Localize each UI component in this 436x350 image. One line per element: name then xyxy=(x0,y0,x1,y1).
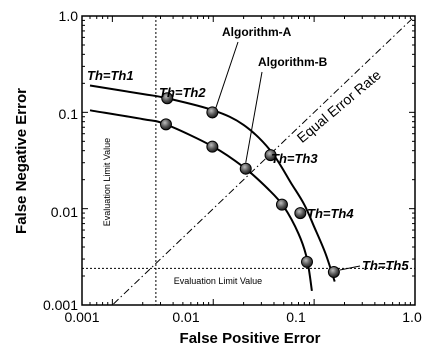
y-tick-label: 0.01 xyxy=(51,204,78,220)
plot-frame xyxy=(81,15,416,306)
marker-algorithm-a-5 xyxy=(327,266,340,279)
marker-algorithm-a-1 xyxy=(161,92,174,105)
threshold-label-th2: Th=Th2 xyxy=(159,85,206,100)
threshold-label-th3: Th=Th3 xyxy=(271,151,318,166)
marker-algorithm-a-3 xyxy=(264,149,277,162)
y-tick-label: 1.0 xyxy=(59,8,79,24)
algorithm-b-label: Algorithm-B xyxy=(258,55,328,69)
x-tick-label: 0.01 xyxy=(172,309,199,325)
threshold-label-th4: Th=Th4 xyxy=(307,206,354,221)
marker-algorithm-b-2 xyxy=(206,140,219,153)
marker-algorithm-b-1 xyxy=(159,118,172,131)
evaluation-limit-horizontal-label: Evaluation Limit Value xyxy=(174,276,262,286)
threshold-label-th1: Th=Th1 xyxy=(87,68,134,83)
algorithm-a-pointer xyxy=(211,41,239,119)
algorithm-a-label: Algorithm-A xyxy=(222,25,292,39)
y-tick-label: 0.1 xyxy=(59,106,79,122)
x-tick-label: 0.1 xyxy=(286,309,306,325)
series-algorithm-b-curve xyxy=(89,109,313,292)
marker-algorithm-b-3 xyxy=(239,162,252,175)
marker-algorithm-b-4 xyxy=(275,198,288,211)
marker-algorithm-a-2 xyxy=(206,106,219,119)
marker-algorithm-b-5 xyxy=(301,255,314,268)
equal-error-rate-line xyxy=(111,16,415,305)
x-tick-label: 0.001 xyxy=(64,309,99,325)
marker-algorithm-a-4 xyxy=(294,207,307,220)
th5-pointer xyxy=(339,265,361,271)
equal-error-rate-label: Equal Error Rate xyxy=(294,66,384,145)
evaluation-limit-vertical-label: Evaluation Limit Value xyxy=(102,138,112,226)
y-axis-label: False Negative Error xyxy=(13,88,30,234)
x-tick-label: 1.0 xyxy=(402,309,422,325)
x-axis-label: False Positive Error xyxy=(180,330,321,347)
y-tick-label: 0.001 xyxy=(43,297,78,313)
threshold-label-th5: Th=Th5 xyxy=(362,258,409,273)
algorithm-b-pointer xyxy=(245,71,263,163)
